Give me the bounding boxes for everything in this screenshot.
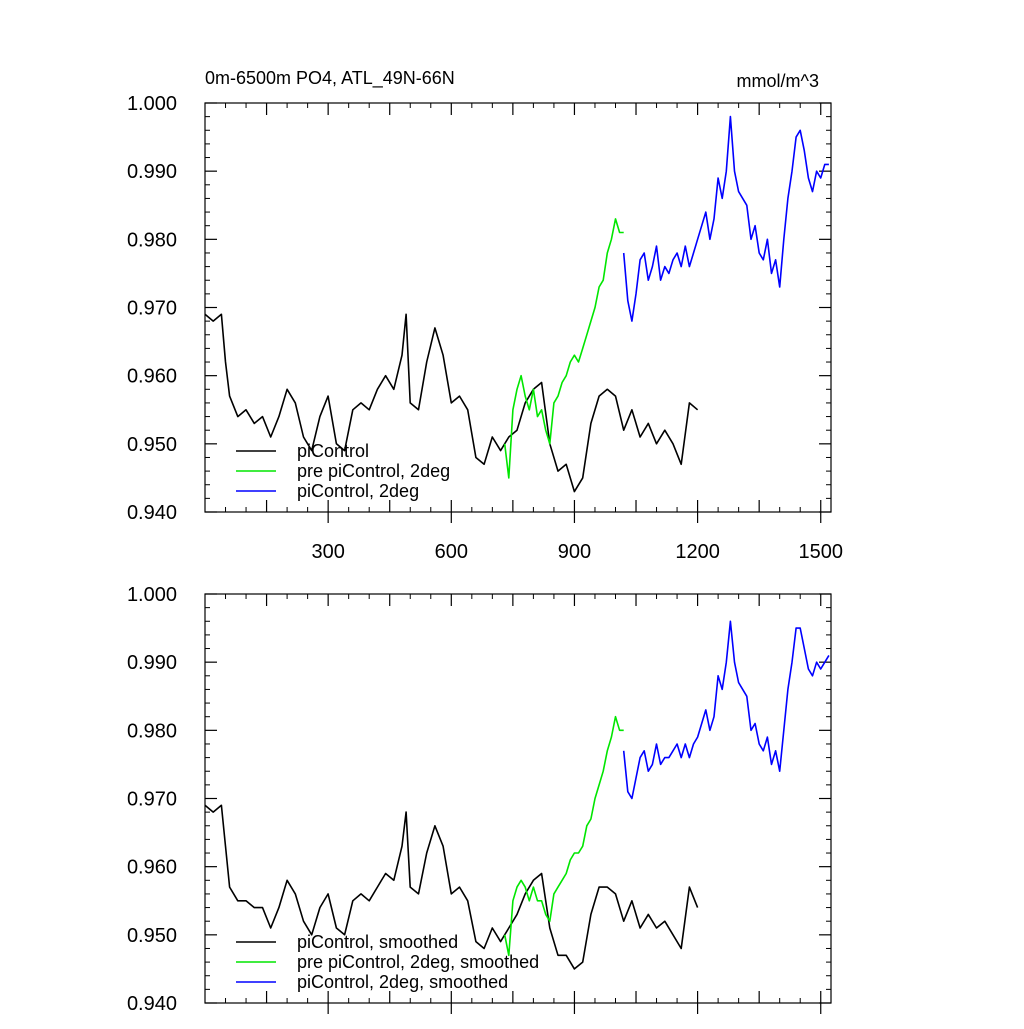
y-tick-label: 1.000 — [127, 584, 177, 606]
y-tick-label: 0.940 — [127, 993, 177, 1015]
y-tick-label: 0.960 — [127, 366, 177, 388]
y-tick-label: 0.940 — [127, 502, 177, 524]
y-tick-label: 0.990 — [127, 161, 177, 183]
y-tick-label: 0.950 — [127, 434, 177, 456]
x-tick-label: 1500 — [798, 541, 843, 563]
y-tick-label: 0.980 — [127, 229, 177, 251]
x-tick-label: 300 — [311, 541, 344, 563]
x-tick-label: 900 — [558, 541, 591, 563]
series-line — [204, 313, 699, 493]
bottom-panel: 0.940 0.950 0.960 0.970 0.980 0.990 1.000 piCon… — [127, 584, 832, 1015]
y-tick-label: 0.950 — [127, 925, 177, 947]
legend-label: pre piControl, 2deg — [297, 461, 450, 481]
x-tick-label: 1200 — [675, 541, 720, 563]
top-plot-area: 300 600 900 1200 1500 0.940 0.950 0.960 0.970 0.9… — [127, 93, 843, 563]
units-label: mmol/m^3 — [737, 71, 819, 91]
y-tick-label: 0.980 — [127, 720, 177, 742]
chart-title: 0m-6500m PO4, ATL_49N-66N — [205, 68, 455, 89]
top-panel: 0m-6500m PO4, ATL_49N-66N mmol/m^3 300 60… — [127, 68, 843, 563]
legend-label: piControl, 2deg — [297, 481, 419, 501]
y-tick-label: 0.990 — [127, 652, 177, 674]
legend-label: piControl, 2deg, smoothed — [297, 972, 508, 992]
legend-label: piControl, smoothed — [297, 932, 458, 952]
y-tick-label: 0.970 — [127, 298, 177, 320]
series-line — [204, 804, 699, 970]
x-tick-label: 600 — [435, 541, 468, 563]
series-line — [622, 115, 829, 322]
bottom-plot-area: 0.940 0.950 0.960 0.970 0.980 0.990 1.000 piCon… — [127, 584, 832, 1015]
y-tick-label: 0.970 — [127, 789, 177, 811]
legend-label: pre piControl, 2deg, smoothed — [297, 952, 539, 972]
series-line — [622, 620, 830, 800]
y-tick-label: 1.000 — [127, 93, 177, 115]
y-tick-label: 0.960 — [127, 857, 177, 879]
series-line — [503, 715, 624, 957]
legend-label: piControl — [297, 441, 369, 461]
series-line — [503, 218, 624, 479]
